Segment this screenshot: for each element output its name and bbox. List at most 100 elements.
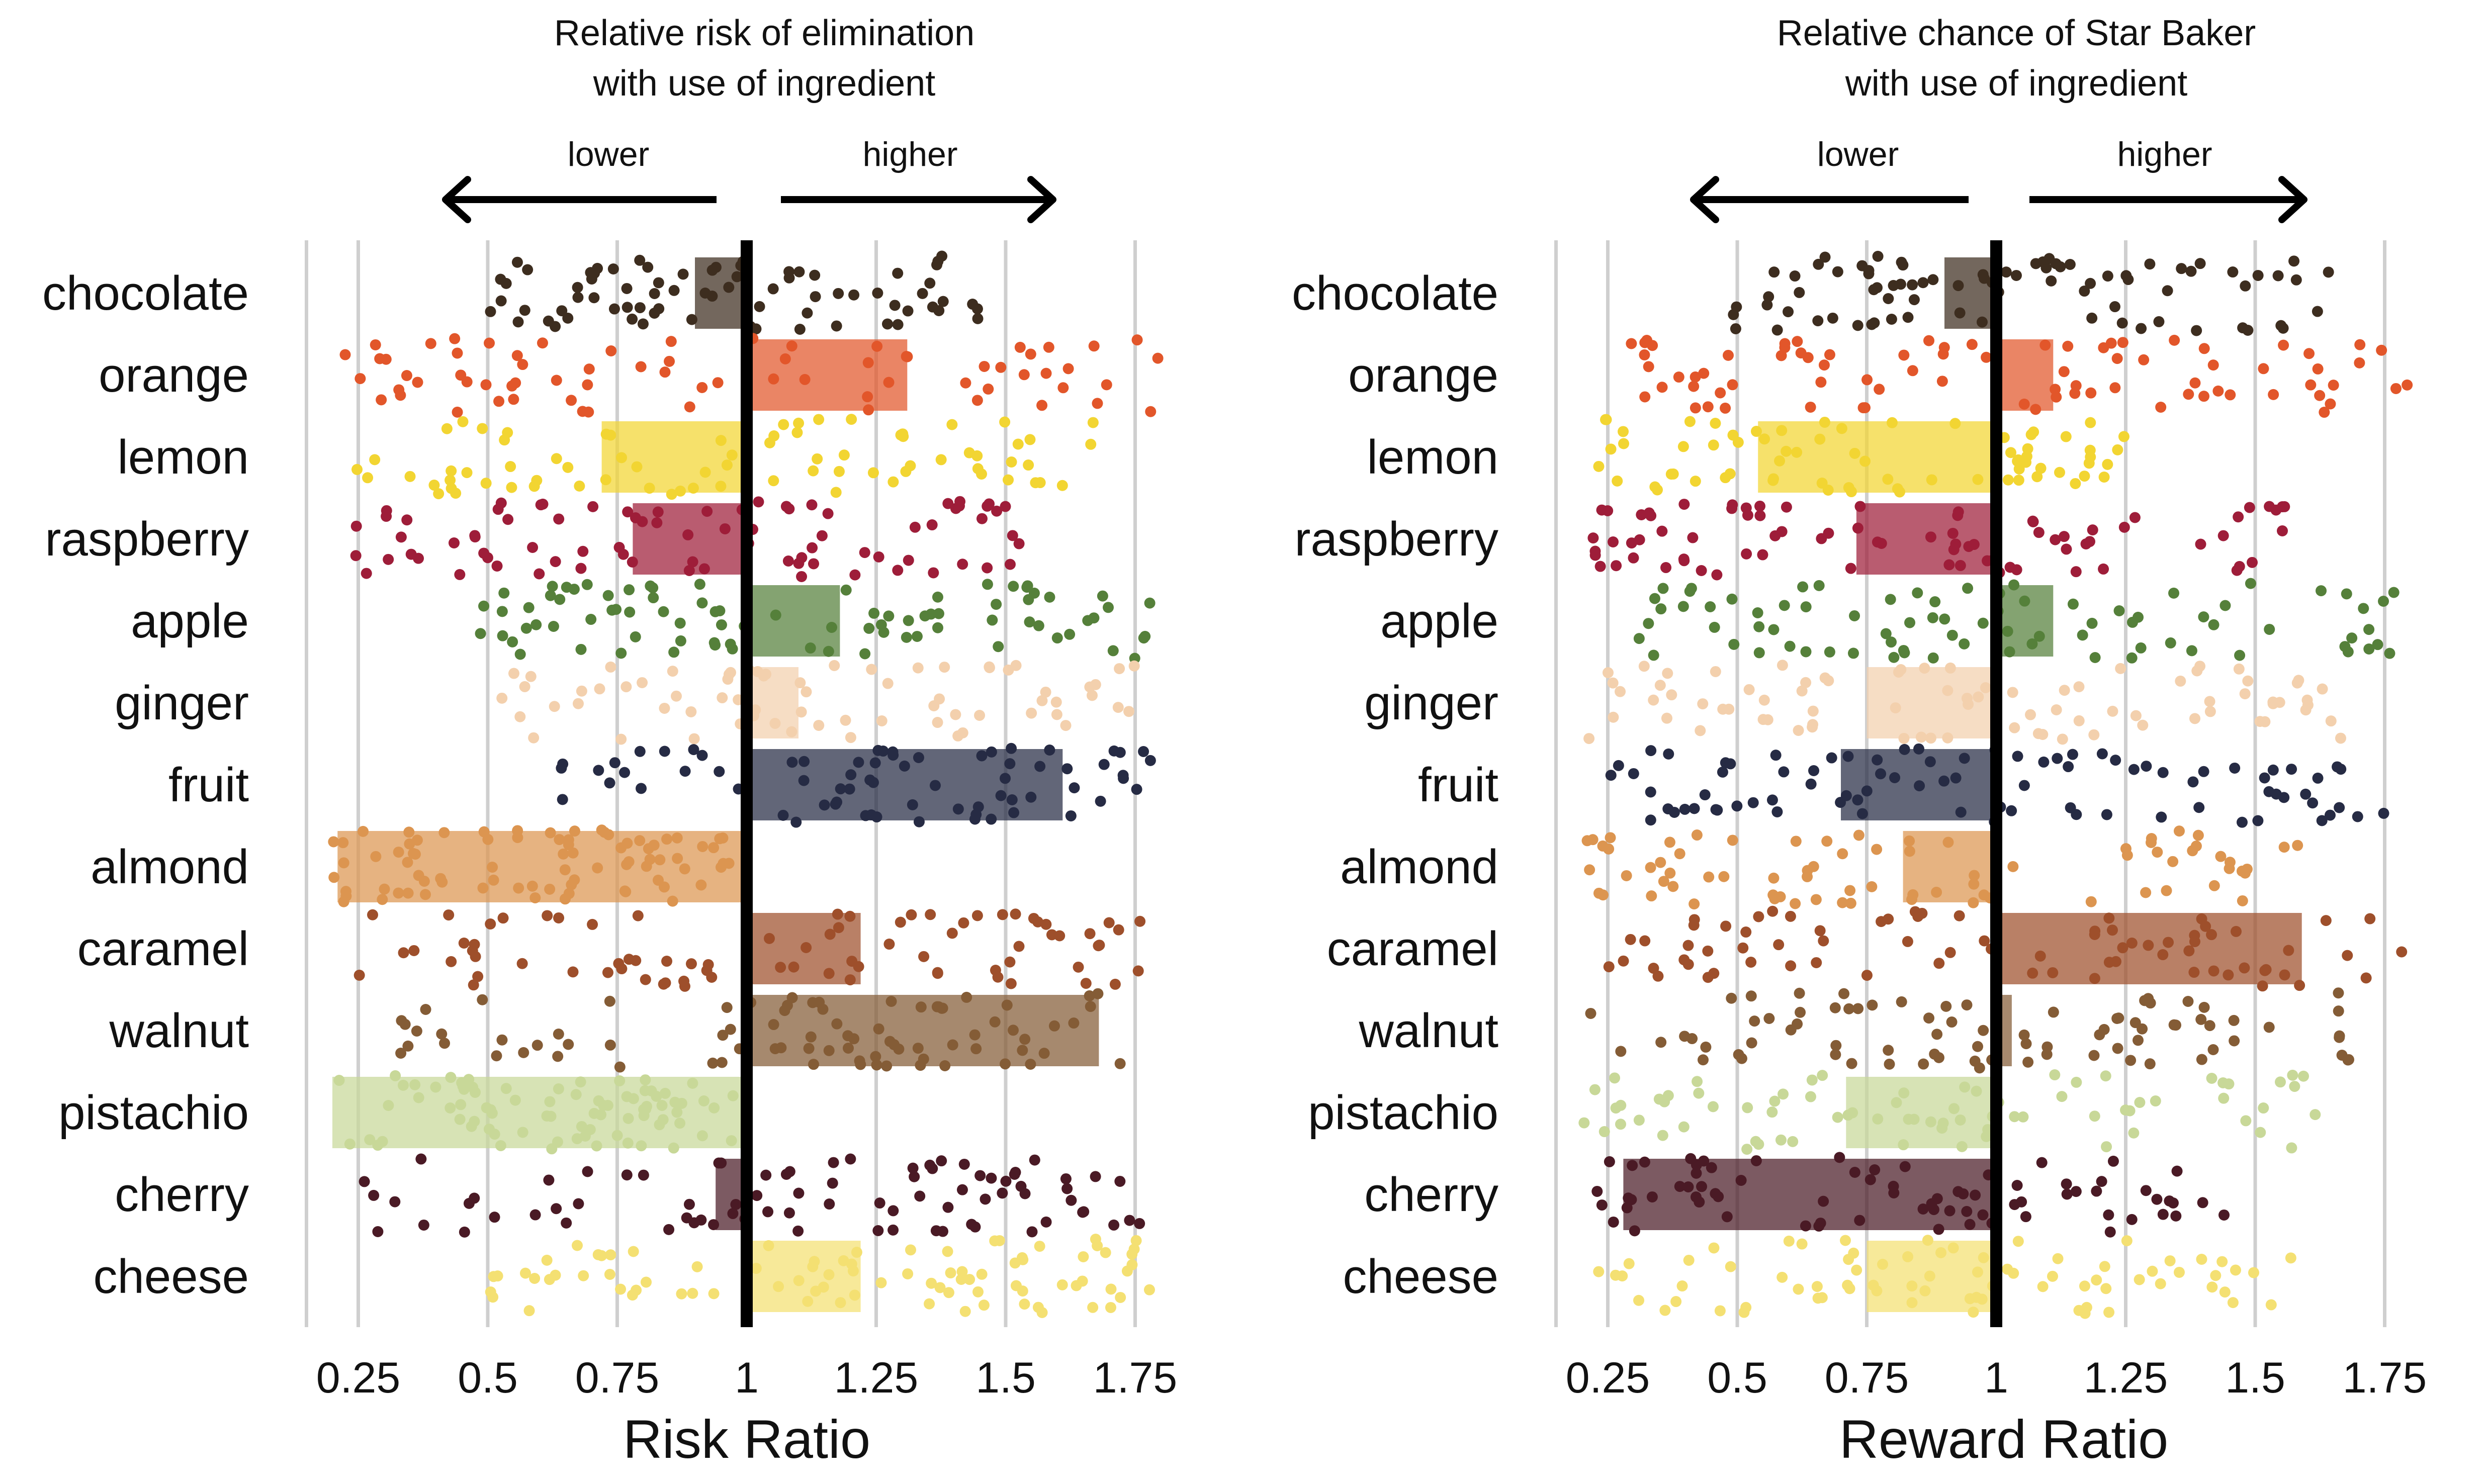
risk-point-fruit	[790, 816, 802, 828]
reward-point-apple	[1784, 640, 1796, 652]
reward-point-chocolate	[1871, 282, 1883, 294]
reward-point-ginger	[2194, 661, 2206, 672]
risk-point-cherry	[1114, 1175, 1126, 1187]
reward-point-fruit	[2267, 764, 2279, 776]
reward-point-walnut	[1852, 1003, 1864, 1014]
reward-point-lemon	[2028, 426, 2039, 438]
reward-point-lemon	[1720, 472, 1731, 484]
risk-point-raspberry	[953, 500, 965, 512]
reward-point-lemon	[2060, 431, 2072, 442]
reward-point-raspberry	[2129, 512, 2141, 523]
reward-point-fruit	[1872, 754, 1883, 766]
reward-point-chocolate	[1886, 314, 1897, 325]
reward-point-raspberry	[2217, 530, 2229, 541]
reward-point-caramel	[2110, 956, 2121, 967]
risk-point-fruit	[1025, 791, 1037, 803]
risk-point-almond	[403, 826, 415, 838]
reward-point-cheese	[1623, 1258, 1635, 1269]
risk-point-cherry	[1108, 1219, 1120, 1231]
reward-point-caramel	[1648, 963, 1659, 974]
risk-point-lemon	[369, 454, 381, 466]
risk-point-cherry	[924, 1159, 936, 1171]
reward-point-pistachio	[1778, 1088, 1789, 1100]
risk-point-apple	[530, 619, 542, 630]
risk-point-cheese	[687, 1287, 698, 1299]
reward-point-caramel	[2103, 912, 2115, 924]
risk-point-raspberry	[982, 500, 993, 512]
risk-point-pistachio	[641, 1100, 653, 1112]
reward-point-pistachio	[2255, 1127, 2266, 1138]
risk-point-raspberry	[807, 542, 818, 553]
risk-point-cheese	[793, 1275, 805, 1286]
risk-point-walnut	[518, 1047, 529, 1058]
risk-point-chocolate	[872, 287, 883, 299]
risk-point-almond	[563, 834, 574, 846]
risk-point-almond	[569, 874, 580, 886]
reward-point-walnut	[1679, 1031, 1691, 1042]
risk-point-ginger	[950, 709, 961, 720]
reward-point-apple	[2358, 603, 2369, 614]
risk-point-lemon	[644, 483, 655, 494]
reward-point-walnut	[2333, 987, 2344, 999]
risk-point-chocolate	[924, 277, 936, 289]
reward-point-raspberry	[1607, 536, 1619, 548]
reward-point-caramel	[1773, 939, 1785, 951]
risk-point-fruit	[798, 775, 810, 786]
reward-point-almond	[1691, 829, 1703, 841]
reward-point-caramel	[1625, 934, 1636, 945]
reward-point-fruit	[1959, 753, 1970, 764]
risk-point-walnut	[604, 1039, 616, 1051]
risk-point-caramel	[946, 928, 958, 939]
reward-point-walnut	[1843, 1003, 1855, 1014]
reward-point-orange	[2058, 366, 2070, 378]
reward-point-ginger	[2057, 733, 2068, 745]
reward-point-walnut	[2168, 1019, 2180, 1031]
reward-point-orange	[1722, 349, 1734, 361]
reward-point-ginger	[1973, 691, 1984, 703]
risk-point-apple	[694, 579, 705, 590]
reward-point-ginger	[1898, 732, 1910, 744]
reward-point-cheese	[2099, 1261, 2110, 1272]
risk-point-chocolate	[793, 266, 805, 277]
reward-point-apple	[1728, 638, 1740, 650]
reward-point-pistachio	[2071, 1076, 2082, 1088]
risk-point-lemon	[971, 450, 983, 461]
reward-point-apple	[1779, 600, 1790, 611]
risk-point-raspberry	[550, 556, 561, 568]
reward-point-cheese	[2210, 1270, 2222, 1281]
risk-point-apple	[901, 631, 912, 643]
reward-point-fruit	[2018, 780, 2030, 791]
reward-point-cheese	[1725, 1261, 1736, 1272]
risk-point-almond	[567, 847, 579, 859]
reward-point-fruit	[1875, 768, 1887, 780]
reward-point-fruit	[2128, 764, 2140, 775]
risk-point-ginger	[912, 662, 924, 674]
reward-point-walnut	[1585, 1007, 1596, 1019]
risk-point-almond	[661, 833, 673, 845]
risk-point-walnut	[1114, 1058, 1126, 1069]
reward-point-chocolate	[1761, 299, 1773, 311]
reward-point-cheese	[2103, 1307, 2115, 1318]
reward-point-caramel	[2364, 913, 2376, 924]
risk-point-caramel	[679, 980, 690, 992]
reward-point-cheese	[2134, 1274, 2145, 1285]
risk-point-apple	[581, 579, 593, 590]
reward-point-cherry	[1953, 1186, 1964, 1197]
risk-point-caramel	[764, 933, 775, 944]
risk-point-raspberry	[630, 512, 641, 524]
reward-point-chocolate	[2272, 270, 2284, 282]
reward-point-almond	[1768, 872, 1780, 884]
reward-category-label-chocolate: chocolate	[1292, 266, 1498, 320]
reward-point-almond	[1655, 857, 1666, 868]
risk-point-pistachio	[364, 1134, 376, 1146]
risk-point-caramel	[832, 908, 843, 920]
reward-point-walnut	[2145, 997, 2156, 1009]
reward-point-almond	[1689, 898, 1700, 910]
risk-point-raspberry	[701, 506, 713, 517]
reward-point-pistachio	[1872, 1113, 1884, 1125]
risk-point-caramel	[833, 922, 844, 934]
risk-point-apple	[624, 606, 636, 618]
reward-point-lemon	[1612, 475, 1623, 487]
risk-point-cheese	[627, 1289, 638, 1301]
risk-point-chocolate	[881, 318, 893, 330]
